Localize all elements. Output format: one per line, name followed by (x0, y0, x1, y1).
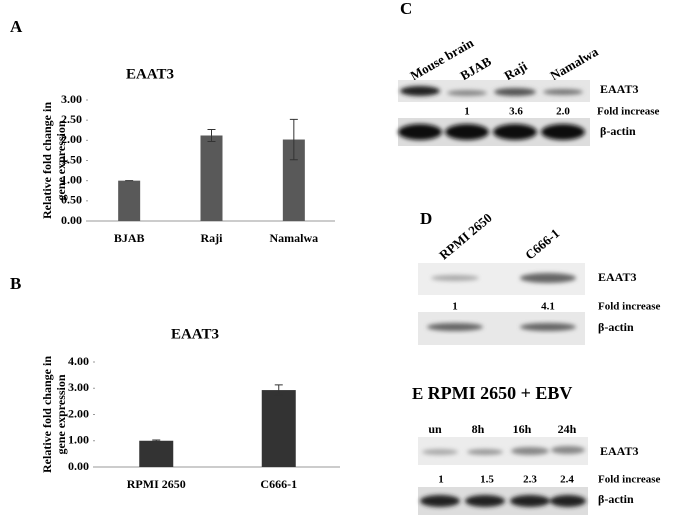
lane-label: un (428, 422, 442, 436)
lane-label: 16h (513, 422, 532, 436)
panel-label: E (412, 384, 423, 403)
blot (398, 80, 590, 102)
panel-label: A (10, 17, 23, 36)
bands (398, 124, 585, 140)
lane-label: Raji (501, 58, 529, 83)
chart-title: EAAT3 (126, 66, 174, 82)
fold-value: 2.3 (523, 474, 537, 486)
bands (427, 323, 576, 331)
lane-label: Namalwa (547, 44, 601, 84)
fold-label: Fold increase (598, 474, 661, 486)
x-tick-label: RPMI 2650 (127, 477, 186, 491)
y-tick-label: 0.00 (61, 213, 82, 227)
protein-label: EAAT3 (600, 82, 638, 96)
y-axis-label: Relative fold change in (40, 102, 54, 219)
protein-label: β-actin (598, 320, 634, 334)
lane-label: RPMI 2650 (436, 210, 495, 263)
bands (400, 86, 583, 96)
fold-value: 1.5 (480, 474, 494, 486)
fold-value: 2.4 (560, 474, 574, 486)
bar (261, 390, 296, 467)
panel-label: B (10, 274, 21, 293)
y-tick-label: 3.00 (61, 92, 82, 106)
fold-value: 2.0 (556, 106, 570, 118)
y-tick-label: 2.50 (61, 112, 82, 126)
fold-value: 1 (464, 106, 470, 118)
panel-label: D (420, 209, 432, 228)
y-tick-label: 1.00 (68, 433, 89, 447)
x-tick-label: Raji (201, 231, 224, 245)
error-bar (207, 128, 216, 143)
fold-value: 1 (452, 301, 458, 313)
protein-label: β-actin (598, 492, 634, 506)
y-tick-label: 0.50 (61, 193, 82, 207)
panel-title: RPMI 2650 + EBV (428, 383, 573, 403)
error-bar (152, 439, 161, 443)
protein-label: EAAT3 (600, 444, 638, 458)
y-axis-label: gene expression (54, 374, 68, 454)
y-tick-label: 1.50 (61, 152, 82, 166)
fold-label: Fold increase (598, 301, 661, 313)
y-tick-label: 4.00 (68, 354, 89, 368)
panel-label: C (400, 0, 412, 18)
y-tick-label: 2.00 (68, 406, 89, 420)
error-bar (289, 118, 298, 161)
chart-title: EAAT3 (171, 326, 219, 342)
fold-value: 1 (438, 474, 444, 486)
y-axis-label: gene expression (54, 120, 68, 200)
x-tick-label: Namalwa (269, 231, 318, 245)
y-tick-label: 3.00 (68, 380, 89, 394)
x-tick-label: C666-1 (260, 477, 297, 491)
bar (200, 135, 223, 221)
y-tick-label: 1.00 (61, 172, 82, 186)
bands (422, 446, 585, 455)
protein-label: β-actin (600, 124, 636, 138)
fold-value: 3.6 (509, 106, 523, 118)
bar (139, 440, 174, 467)
lane-label: 24h (558, 422, 577, 436)
fold-label: Fold increase (597, 106, 660, 118)
lane-label: 8h (472, 422, 485, 436)
bands (431, 273, 576, 283)
fold-value: 4.1 (541, 301, 555, 313)
y-tick-label: 0.00 (68, 459, 89, 473)
y-tick-label: 2.00 (61, 132, 82, 146)
x-tick-label: BJAB (114, 231, 145, 245)
lane-label: C666-1 (522, 226, 562, 263)
error-bar (274, 384, 283, 396)
lane-label: BJAB (457, 53, 494, 83)
bar (118, 180, 141, 221)
protein-label: EAAT3 (598, 270, 636, 284)
bar (282, 139, 305, 221)
bands (420, 495, 586, 507)
y-axis-label: Relative fold change in (40, 356, 54, 473)
